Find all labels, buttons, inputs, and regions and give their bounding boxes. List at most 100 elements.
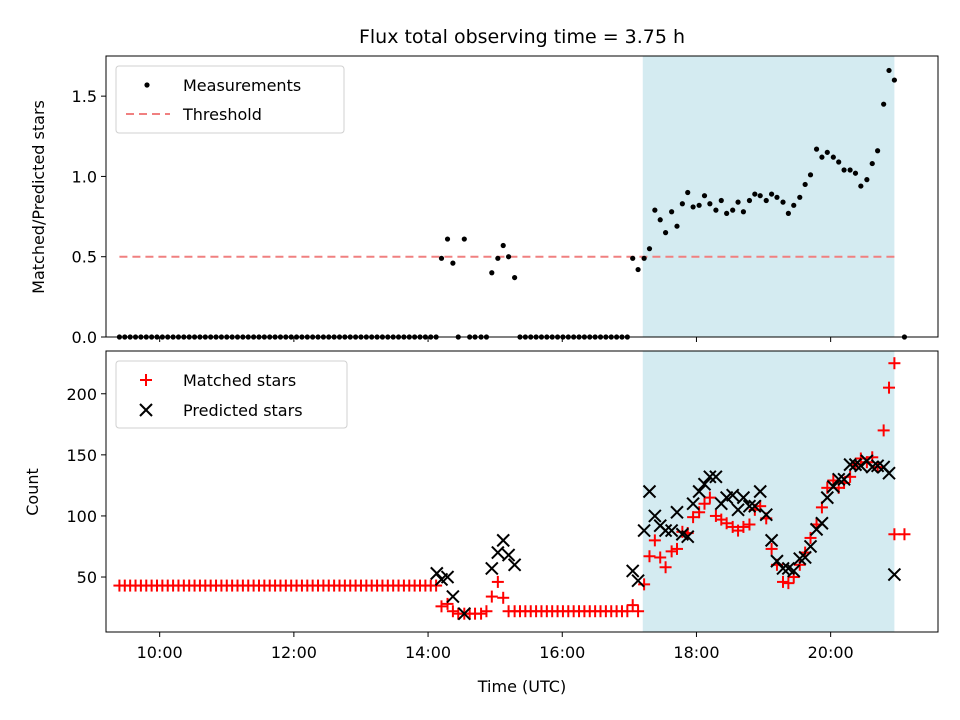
measurement-point <box>830 154 836 160</box>
measurement-point <box>489 270 495 276</box>
measurement-point <box>813 146 820 152</box>
matched-star-point <box>621 605 634 618</box>
matched-star-point <box>883 381 896 394</box>
measurement-point <box>679 201 685 207</box>
matched-star-point <box>888 528 901 541</box>
predicted-star-point <box>642 484 657 499</box>
measurement-point <box>635 266 641 273</box>
measurement-point <box>657 217 663 223</box>
measurement-point <box>735 199 741 205</box>
predicted-star-point <box>457 606 472 621</box>
top-panel: 0.0 0.5 1.0 1.5 Matched/Predicted stars Mea… <box>29 55 939 347</box>
measurement-point <box>630 255 636 261</box>
predicted-star-point <box>658 523 673 538</box>
bottom-legend: Matched stars Predicted stars <box>115 360 348 429</box>
predicted-star-point <box>703 470 717 484</box>
predicted-star-point <box>485 561 499 576</box>
matched-star-point <box>888 357 901 370</box>
matched-star-point <box>446 605 459 618</box>
predicted-star-point <box>731 503 745 517</box>
matched-star-point <box>765 542 778 555</box>
measurement-point <box>669 209 675 215</box>
measurement-point <box>852 170 859 176</box>
measurement-point <box>791 202 797 208</box>
predicted-star-point <box>815 516 829 530</box>
predicted-star-point <box>759 508 773 522</box>
bottom-panel: 50 100 150 200 10:00 12:00 14:00 16:00 18:00 20:… <box>23 350 939 696</box>
predicted-star-point <box>837 472 851 486</box>
measurement-point <box>652 207 658 213</box>
predicted-star-point <box>709 470 723 484</box>
measurement-point <box>713 207 719 213</box>
measurement-point <box>752 191 758 197</box>
measurement-point <box>662 230 669 236</box>
measurement-point <box>444 236 451 242</box>
legend-matched-marker <box>140 374 152 386</box>
measurement-point <box>886 67 892 74</box>
predicted-star-point <box>664 523 679 538</box>
matched-star-point <box>670 542 683 555</box>
measurement-point <box>724 210 730 216</box>
predicted-star-point <box>742 499 757 513</box>
matched-star-point <box>654 551 667 564</box>
predicted-star-point <box>748 499 762 513</box>
measurement-point <box>757 193 763 199</box>
legend-measurements-marker <box>144 82 150 88</box>
predicted-star-point <box>882 466 896 480</box>
top-y-axis: 0.0 0.5 1.0 1.5 <box>72 87 106 347</box>
predicted-star-point <box>776 561 790 576</box>
legend-matched-label: Matched stars <box>183 371 296 390</box>
measurement-point <box>730 207 736 213</box>
y-tick-label: 200 <box>66 385 97 404</box>
x-tick-label: 10:00 <box>137 643 183 662</box>
predicted-star-point <box>491 545 505 560</box>
measurement-point <box>646 246 653 252</box>
y-tick-label: 150 <box>66 446 97 465</box>
matched-star-point <box>687 511 700 524</box>
legend-measurements-label: Measurements <box>183 76 301 95</box>
matched-star-point <box>703 491 716 504</box>
bottom-y-axis: 50 100 150 200 <box>66 385 106 587</box>
matched-star-point <box>435 600 448 613</box>
legend-threshold-label: Threshold <box>182 105 262 124</box>
measurement-point <box>858 183 864 189</box>
x-tick-label: 20:00 <box>808 643 854 662</box>
measurement-point <box>505 254 512 260</box>
predicted-star-point <box>648 509 662 523</box>
x-tick-label: 12:00 <box>271 643 317 662</box>
predicted-star-point <box>787 564 801 578</box>
matched-star-point <box>777 575 790 588</box>
bottom-legend-box <box>115 360 348 429</box>
matched-star-point <box>648 534 661 547</box>
matched-star-point <box>665 545 678 558</box>
matched-star-point <box>497 591 510 604</box>
predicted-star-point <box>753 484 767 499</box>
predicted-star-point <box>697 477 712 491</box>
measurement-point <box>450 260 456 266</box>
predicted-star-point <box>764 533 779 548</box>
measurement-point <box>641 255 647 261</box>
measurement-point <box>797 194 803 200</box>
measurement-point <box>769 191 775 197</box>
x-tick-label: 16:00 <box>539 643 585 662</box>
measurement-point <box>696 202 702 208</box>
measurement-point <box>807 172 814 178</box>
measurement-point <box>500 242 506 249</box>
y-tick-label: 0.5 <box>72 248 97 267</box>
predicted-star-point <box>798 550 812 565</box>
chart-title: Flux total observing time = 3.75 h <box>359 26 685 48</box>
measurement-point <box>824 149 830 155</box>
matched-star-point <box>782 577 795 590</box>
bottom-plot-frame <box>105 350 939 633</box>
predicted-star-point <box>887 567 902 582</box>
predicted-star-point <box>725 488 740 502</box>
measurement-point <box>740 209 747 215</box>
matched-star-point <box>693 506 706 519</box>
predicted-star-point <box>637 523 651 538</box>
measurement-point <box>707 201 713 207</box>
top-legend-box <box>115 65 345 134</box>
matched-star-point <box>638 578 651 591</box>
measurement-point <box>701 193 708 199</box>
matched-star-point <box>475 607 488 620</box>
measurement-point <box>495 255 501 261</box>
